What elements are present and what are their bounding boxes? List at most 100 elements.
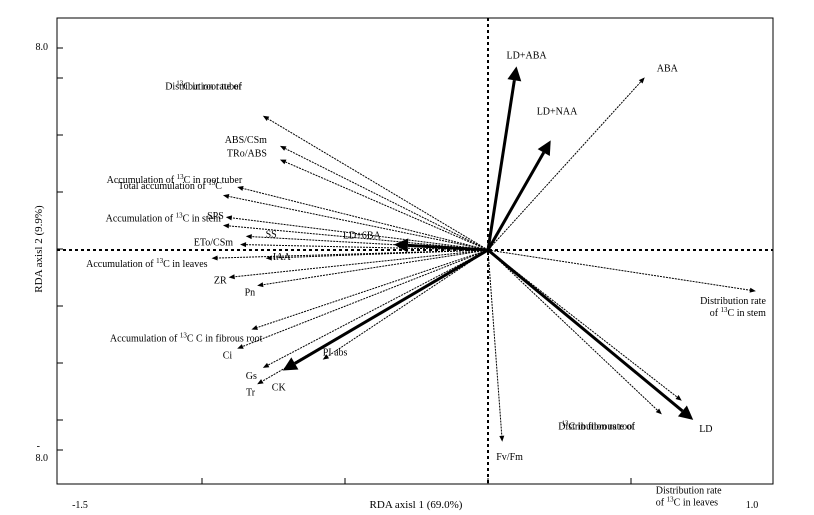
variable-arrow-ss <box>245 234 489 251</box>
variable-arrow-gs-shaft <box>267 249 489 366</box>
variable-arrow-tro-abs-head <box>279 159 287 165</box>
variable-label-distribution-rate-of-13c-in-fibrous-root: Distribution rate of13C in fibrous root <box>558 419 635 432</box>
treatment-arrow-ld-head <box>677 405 694 420</box>
variable-arrow-accumulation-of-13c-in-stem <box>222 223 489 251</box>
treatment-arrow-ld-shaft <box>487 248 684 413</box>
x-tick-label-left: -1.5 <box>72 500 88 511</box>
treatment-label-ld-naa: LD+NAA <box>537 106 578 117</box>
variable-arrow-accumulation-of-13c-in-stem-head <box>222 223 230 229</box>
variable-arrow-accumulation-of-13c-in-leaves-shaft <box>217 249 489 259</box>
treatment-label-ld-6ba: LD+6BA <box>343 231 382 242</box>
variable-label-pn: Pn <box>245 288 256 299</box>
variable-arrow-tr <box>257 249 489 385</box>
variable-label-total-accumulation-of-13c: Total accumulation of 13C <box>118 179 222 192</box>
variable-label-gs: Gs <box>246 371 257 382</box>
variable-arrow-distribution-rate-of-13c-in-leaves-head <box>675 395 682 401</box>
treatment-arrow-ld-aba <box>486 66 522 251</box>
variable-arrow-aba-shaft <box>487 81 642 251</box>
variable-arrow-fv-fm-head <box>499 435 505 442</box>
variable-arrow-tr-head <box>257 379 264 385</box>
variable-arrow-accumulation-of-13c-in-leaves <box>211 249 489 261</box>
variable-arrow-distribution-rate-of-13c-in-stem-shaft <box>487 249 751 291</box>
variable-label-accumulation-of-13c-in-leaves: Accumulation of 13C in leaves <box>86 257 208 270</box>
variable-arrow-accumulation-of-13c-c-in-fibrous-root-shaft <box>256 249 489 329</box>
y-tick-label-bottom: -8.0 <box>36 441 49 464</box>
variable-arrow-distribution-rate-of-13c-in-fibrous-root <box>487 249 662 415</box>
variable-arrow-gs-head <box>262 362 270 368</box>
axis-ticks <box>56 17 774 485</box>
treatment-arrow-ld-6ba-head <box>393 238 409 253</box>
y-axis-title: RDA axisl 2 (9.9%) <box>33 205 45 293</box>
variable-arrow-gs <box>262 249 489 368</box>
variable-arrow-tr-shaft <box>262 249 489 382</box>
variable-label-fv-fm: Fv/Fm <box>496 452 523 463</box>
variable-label-pi-abs: PI abs <box>323 348 348 359</box>
variable-label-distribution-rate-of-13c-in-root-tuber: Distribution rate of13C in root tuber <box>165 80 242 93</box>
variable-arrow-accumulation-of-13c-in-root-tuber-shaft <box>242 187 489 251</box>
variable-arrow-zr-head <box>228 274 235 280</box>
variable-arrow-ci-head <box>237 344 244 349</box>
variable-arrow-eto-csm-head <box>240 242 247 248</box>
variable-arrow-total-accumulation-of-13c-shaft <box>228 195 489 251</box>
variable-label-accumulation-of-13c-in-stem: Accumulation of 13C in stem <box>106 211 222 224</box>
variable-arrow-sps-head <box>225 215 233 221</box>
variable-arrow-distribution-rate-of-13c-in-root-tuber-shaft <box>267 118 489 251</box>
treatment-arrow-ld-aba-head <box>507 66 522 82</box>
variable-arrow-total-accumulation-of-13c-head <box>222 193 230 199</box>
variable-arrow-zr-shaft <box>234 249 489 278</box>
variable-arrow-ss-head <box>245 234 252 240</box>
variable-arrow-distribution-rate-of-13c-in-root-tuber <box>262 115 489 251</box>
variable-arrow-eto-csm <box>240 242 489 251</box>
variable-arrow-total-accumulation-of-13c <box>222 193 489 251</box>
zero-lines <box>57 18 773 484</box>
variable-arrow-aba <box>487 77 645 251</box>
treatment-label-ld-aba: LD+ABA <box>507 50 548 61</box>
variable-arrow-distribution-rate-of-13c-in-root-tuber-head <box>262 115 270 121</box>
variable-arrow-pi-abs-shaft <box>327 249 489 357</box>
variable-arrow-accumulation-of-13c-c-in-fibrous-root <box>251 249 489 330</box>
variable-label-distribution-rate-of-13c-in-leaves: Distribution rate of 13C in leaves <box>656 486 722 509</box>
variable-arrow-distribution-rate-of-13c-in-leaves <box>487 249 682 401</box>
variable-label-abs-csm: ABS/CSm <box>225 135 267 146</box>
variable-label-accumulation-of-13c-in-root-tuber: Accumulation of 13C in root tuber <box>107 173 243 186</box>
variable-arrow-ci <box>237 249 489 349</box>
treatment-arrow-ld-naa-shaft <box>486 151 546 251</box>
variable-arrow-eto-csm-shaft <box>246 244 489 251</box>
variable-arrow-pi-abs <box>322 249 489 360</box>
variable-arrow-tro-abs-shaft <box>285 161 489 251</box>
x-axis-title: RDA axisl 1 (69.0%) <box>370 499 463 511</box>
variable-arrow-distribution-rate-of-13c-in-fibrous-root-head <box>655 408 662 415</box>
variable-label-distribution-rate-of-13c-in-stem: Distribution rate of 13C in stem <box>700 296 766 319</box>
y-tick-label-top: 8.0 <box>36 42 49 53</box>
variable-label-eto-csm: ETo/CSm <box>194 238 234 249</box>
treatment-arrow-ld-naa <box>486 140 551 251</box>
treatment-arrow-ld-naa-head <box>537 140 551 157</box>
variable-arrow-ci-shaft <box>242 249 489 347</box>
treatment-label-ld: LD <box>699 424 712 435</box>
treatment-arrow-ld-aba-shaft <box>486 80 516 251</box>
variable-arrow-pn-shaft <box>263 249 489 286</box>
variable-arrow-distribution-rate-of-13c-in-stem-head <box>749 287 756 293</box>
variable-arrow-sps <box>225 215 489 251</box>
variable-arrow-distribution-rate-of-13c-in-leaves-shaft <box>487 249 678 398</box>
variable-arrow-abs-csm <box>279 145 489 251</box>
variable-arrow-distribution-rate-of-13c-in-stem <box>487 249 756 293</box>
variable-label-accumulation-of-13c-c-in-fibrous-root: Accumulation of 13C C in fibrous root <box>110 331 263 344</box>
variable-arrow-ss-shaft <box>251 236 489 251</box>
variable-arrow-tro-abs <box>279 159 489 251</box>
variable-arrow-zr <box>228 249 489 280</box>
variable-arrow-accumulation-of-13c-in-stem-shaft <box>228 225 489 251</box>
variable-label-zr: ZR <box>214 275 227 286</box>
variable-arrow-fv-fm-shaft <box>487 249 503 436</box>
labels: 8.0 -8.0 -1.5 1.0 ABA Distribution rate of13C… <box>36 42 767 511</box>
variable-arrow-accumulation-of-13c-in-root-tuber <box>237 186 489 251</box>
variable-label-ci: Ci <box>223 351 233 362</box>
variable-arrows <box>211 77 756 442</box>
variable-label-sps: SPS <box>207 211 224 222</box>
treatment-label-ck: CK <box>272 383 287 394</box>
variable-label-ss: SS <box>266 229 277 240</box>
variable-label-tro-abs: TRo/ABS <box>227 149 267 160</box>
variable-arrow-accumulation-of-13c-c-in-fibrous-root-head <box>251 325 258 330</box>
x-tick-label-right: 1.0 <box>746 500 759 511</box>
